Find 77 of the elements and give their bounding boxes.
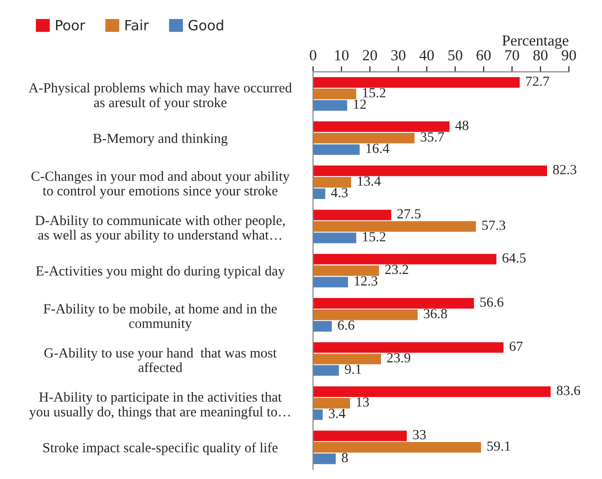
data-label: 27.5 — [397, 209, 421, 219]
bar — [313, 310, 418, 320]
data-label: 33 — [413, 430, 426, 440]
x-tick-label: 80 — [533, 50, 548, 60]
data-label: 82.3 — [553, 164, 576, 174]
x-axis-title: Percentage — [502, 35, 568, 49]
bar — [313, 188, 326, 200]
data-label: 16.4 — [366, 144, 390, 154]
y-tick-label: F-Ability to be mobile, at home and in the community — [44, 304, 277, 331]
data-label: 4.3 — [331, 188, 348, 198]
bar — [313, 77, 520, 88]
y-tick-label: H-Ability to participate in the activities that you usually do, things that are meaningful to… — [29, 392, 290, 420]
legend-label: Fair — [125, 20, 149, 30]
data-label: 12.3 — [354, 276, 378, 286]
x-tick-label: 20 — [362, 50, 377, 60]
data-label: 57.3 — [482, 220, 506, 230]
legend-label: Good — [188, 20, 224, 30]
bar — [313, 321, 332, 332]
bar — [313, 398, 350, 408]
x-tick-label: 0 — [310, 50, 316, 60]
x-tick-label: 10 — [335, 50, 349, 60]
bar — [313, 210, 392, 220]
x-tick-label: 30 — [391, 50, 406, 60]
x-tick-label: 90 — [562, 50, 576, 60]
data-label: 9.1 — [344, 364, 361, 374]
data-label: 64.5 — [502, 253, 526, 263]
data-label: 83.6 — [556, 386, 580, 396]
bar — [313, 166, 547, 176]
data-label: 13 — [356, 397, 369, 407]
data-label: 23.9 — [387, 353, 410, 363]
bar — [313, 177, 352, 188]
bar — [313, 365, 339, 376]
data-label: 72.7 — [526, 76, 550, 86]
y-tick-label: A-Physical problems which may have occurred as aresult of your stroke — [28, 82, 292, 110]
bar — [313, 132, 415, 144]
data-label: 15.2 — [363, 232, 386, 242]
bar — [313, 265, 379, 276]
data-label: 35.7 — [420, 132, 444, 142]
bar — [313, 221, 476, 232]
data-label: 67 — [510, 342, 523, 351]
bar — [313, 100, 348, 111]
bar — [313, 232, 356, 244]
bar — [313, 430, 407, 442]
bar — [313, 386, 551, 397]
legend-label: Poor — [56, 20, 86, 30]
bar — [313, 254, 496, 264]
data-label: 12 — [354, 100, 366, 109]
y-tick-label: E-Activities you might do during typical day — [36, 266, 285, 278]
y-tick-label: C-Changes in your mod and about your ability to control your emotions since your stroke — [31, 171, 290, 198]
bar — [313, 409, 323, 420]
data-label: 36.8 — [424, 308, 447, 318]
bar — [313, 342, 504, 353]
bar — [313, 442, 482, 453]
bar — [313, 121, 450, 132]
y-tick-label: D-Ability to communicate with other people, as well as your ability to understand what… — [35, 215, 285, 243]
data-label: 15.2 — [363, 88, 386, 98]
y-tick-label: G-Ability to use your hand that was most affected — [44, 348, 277, 372]
y-tick-label: B-Memory and thinking — [93, 133, 228, 146]
x-tick-label: 50 — [448, 50, 462, 60]
data-label: 48 — [455, 120, 468, 130]
data-label: 6.6 — [338, 320, 354, 330]
bar — [313, 298, 474, 309]
x-tick-label: 60 — [476, 50, 491, 60]
bar — [313, 454, 336, 464]
bar — [313, 144, 360, 155]
data-label: 8 — [342, 452, 348, 462]
x-tick-label: 70 — [505, 50, 520, 60]
bar — [313, 88, 356, 100]
data-label: 3.4 — [328, 408, 346, 418]
data-label: 13.4 — [358, 176, 381, 186]
bar — [313, 354, 381, 364]
data-label: 59.1 — [487, 441, 510, 451]
x-tick-label: 40 — [419, 50, 434, 60]
y-tick-label: Stroke impact scale-specific quality of life — [43, 442, 278, 456]
bar — [313, 276, 348, 288]
data-label: 56.6 — [480, 297, 504, 307]
data-label: 23.2 — [385, 264, 408, 274]
